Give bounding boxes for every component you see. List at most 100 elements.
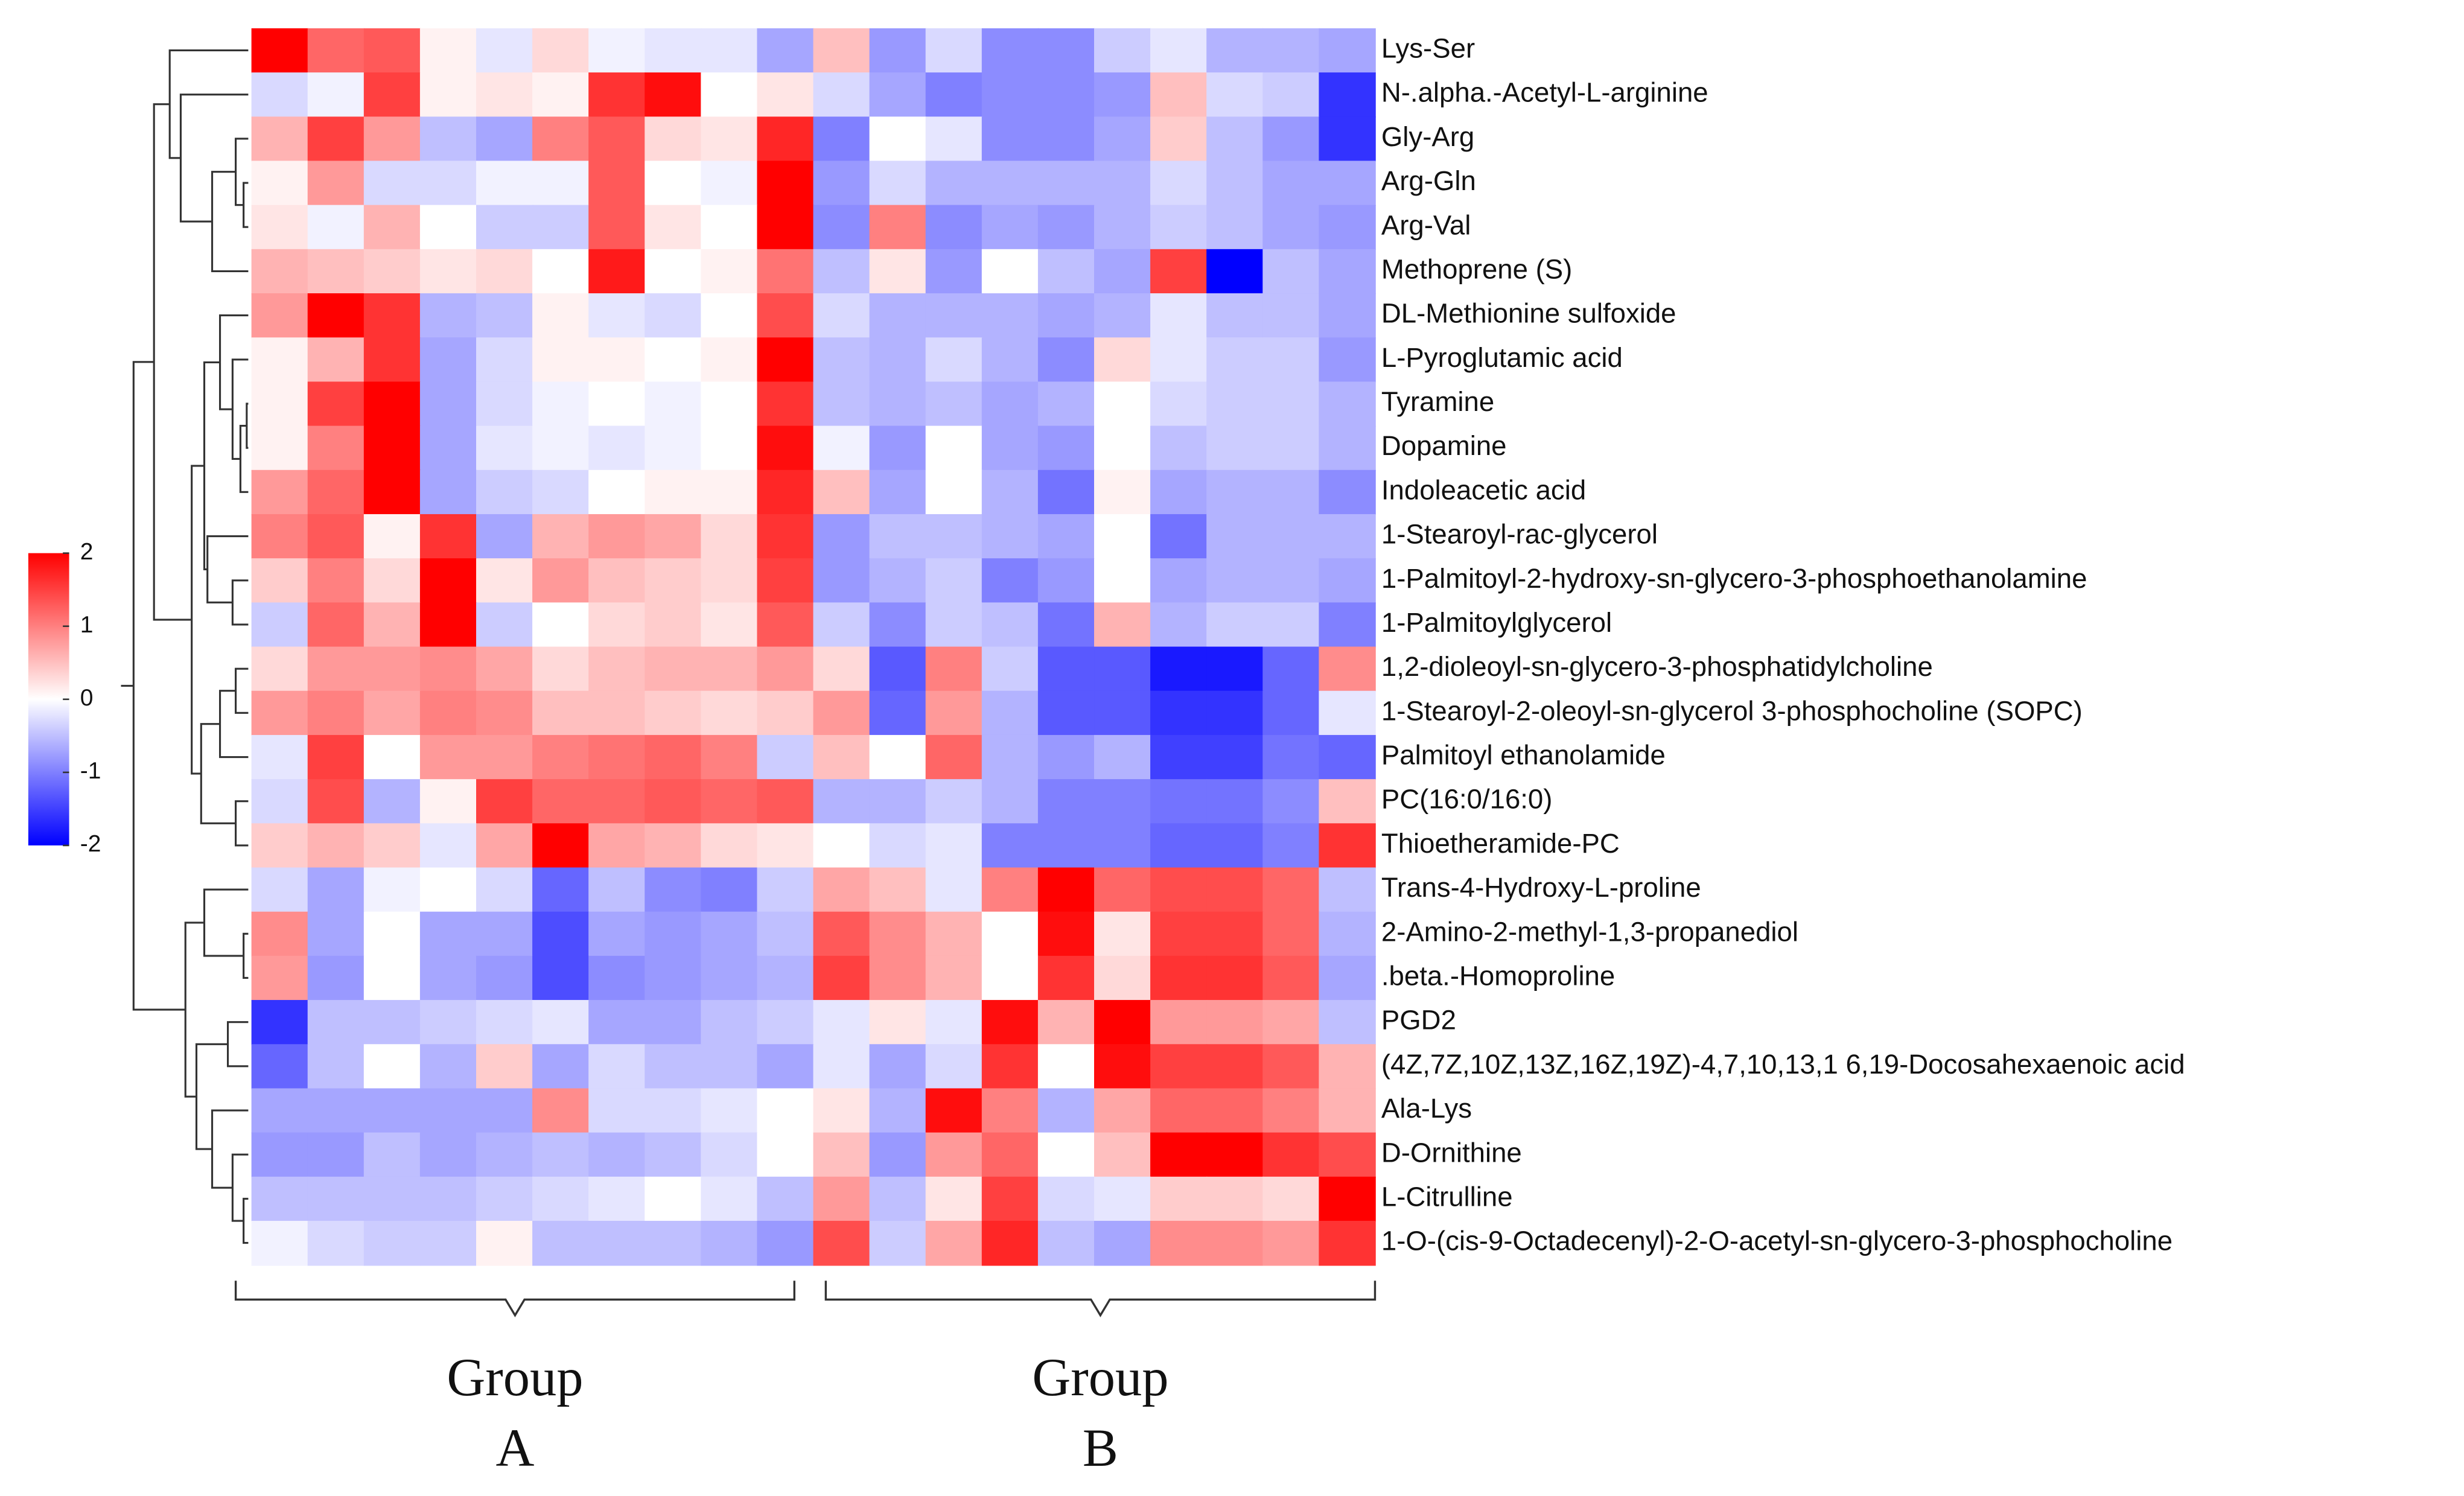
heatmap-cell (981, 690, 1039, 736)
heatmap-cell (1094, 381, 1151, 427)
heatmap-cell (869, 116, 927, 162)
heatmap-cell (869, 337, 927, 383)
heatmap-cell (1262, 558, 1320, 603)
heatmap-cell (869, 1221, 927, 1266)
heatmap-cell (869, 779, 927, 824)
heatmap-cell (419, 1221, 477, 1266)
heatmap-cell (813, 602, 870, 648)
heatmap-cell (1150, 690, 1208, 736)
row-label: L-Pyroglutamic acid (1381, 342, 1623, 373)
heatmap-cell (363, 161, 421, 206)
heatmap-cell (419, 734, 477, 780)
heatmap-cell (1150, 337, 1208, 383)
heatmap-cell (532, 337, 590, 383)
heatmap-cell (307, 249, 365, 294)
heatmap-cell (307, 690, 365, 736)
heatmap-cell (476, 823, 533, 868)
heatmap-cell (1037, 381, 1095, 427)
heatmap-cell (1319, 955, 1376, 1001)
heatmap-cell (251, 205, 309, 250)
heatmap-cell (419, 646, 477, 692)
heatmap-cell (588, 823, 646, 868)
heatmap-cell (981, 955, 1039, 1001)
heatmap-cell (925, 1000, 983, 1045)
heatmap-cell (701, 28, 758, 74)
heatmap-cell (307, 205, 365, 250)
heatmap-cell (813, 823, 870, 868)
heatmap-cell (307, 116, 365, 162)
heatmap-cell (363, 1221, 421, 1266)
heatmap-cell (363, 602, 421, 648)
heatmap-cell (869, 1088, 927, 1133)
heatmap-cell (363, 734, 421, 780)
heatmap-cell (981, 116, 1039, 162)
heatmap-cell (645, 779, 702, 824)
heatmap-cell (925, 161, 983, 206)
heatmap-cell (307, 469, 365, 515)
heatmap-cell (1037, 779, 1095, 824)
heatmap-cell (1319, 161, 1376, 206)
heatmap-cell (476, 249, 533, 294)
heatmap-cell (813, 469, 870, 515)
heatmap-cell (532, 558, 590, 603)
heatmap-cell (251, 425, 309, 471)
heatmap-cell (1262, 72, 1320, 118)
heatmap-cell (1206, 469, 1264, 515)
heatmap-cell (1150, 646, 1208, 692)
heatmap-cell (757, 161, 814, 206)
heatmap-cell (1319, 337, 1376, 383)
heatmap-cell (1094, 1176, 1151, 1222)
heatmap-cell (1150, 293, 1208, 339)
heatmap-cell (813, 911, 870, 957)
heatmap-cell (1262, 381, 1320, 427)
heatmap-cell (645, 469, 702, 515)
heatmap-cell (532, 1000, 590, 1045)
heatmap-cell (1319, 823, 1376, 868)
row-label: D-Ornithine (1381, 1137, 1522, 1168)
row-label: Tyramine (1381, 386, 1494, 417)
row-label: Thioetheramide-PC (1381, 828, 1620, 859)
heatmap-cell (251, 28, 309, 74)
row-label: .beta.-Homoproline (1381, 961, 1615, 991)
heatmap-cell (1150, 1132, 1208, 1178)
heatmap-cell (251, 116, 309, 162)
heatmap-cell (588, 1176, 646, 1222)
heatmap-cell (532, 1221, 590, 1266)
colorbar-tick-label: -2 (80, 831, 101, 857)
heatmap-cell (476, 28, 533, 74)
heatmap-cell (1094, 1221, 1151, 1266)
heatmap-cell (588, 293, 646, 339)
heatmap-cell (476, 955, 533, 1001)
heatmap-cell (813, 337, 870, 383)
heatmap-cell (532, 249, 590, 294)
heatmap-cell (1150, 1176, 1208, 1222)
row-label: Lys-Ser (1381, 33, 1475, 63)
heatmap-cell (757, 911, 814, 957)
heatmap-cell (1319, 646, 1376, 692)
heatmap-cell (1094, 955, 1151, 1001)
heatmap-cell (476, 779, 533, 824)
heatmap-cell (419, 116, 477, 162)
heatmap-cell (363, 425, 421, 471)
heatmap-cell (757, 205, 814, 250)
heatmap-cell (1150, 734, 1208, 780)
heatmap-cell (1037, 1000, 1095, 1045)
row-label: Dopamine (1381, 430, 1507, 461)
heatmap-cell (251, 1132, 309, 1178)
heatmap-cell (1206, 293, 1264, 339)
heatmap-cell (307, 558, 365, 603)
heatmap-cell (925, 469, 983, 515)
heatmap-cell (476, 425, 533, 471)
heatmap-cell (1094, 28, 1151, 74)
heatmap-cell (645, 293, 702, 339)
heatmap-cell (925, 1088, 983, 1133)
heatmap-cell (1319, 425, 1376, 471)
heatmap-cell (813, 161, 870, 206)
heatmap-cell (645, 116, 702, 162)
heatmap-cell (588, 337, 646, 383)
heatmap-cell (645, 28, 702, 74)
heatmap-cell (307, 823, 365, 868)
heatmap-cell (645, 1088, 702, 1133)
heatmap-cell (1150, 1088, 1208, 1133)
heatmap-cell (251, 249, 309, 294)
